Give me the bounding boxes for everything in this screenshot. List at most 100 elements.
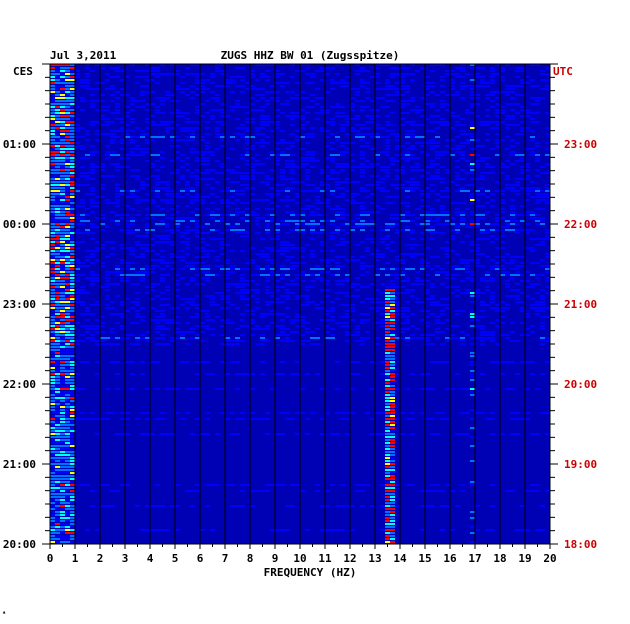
heatmap-cell xyxy=(320,319,325,321)
heatmap-cell xyxy=(95,301,100,303)
heatmap-cell xyxy=(340,208,345,210)
heatmap-cell xyxy=(380,322,385,324)
heatmap-cell xyxy=(90,490,95,492)
heatmap-cell xyxy=(425,178,430,180)
heatmap-cell xyxy=(535,208,540,210)
heatmap-cell xyxy=(105,289,110,291)
heatmap-cell xyxy=(265,304,270,306)
heatmap-cell xyxy=(395,307,400,309)
heatmap-cell xyxy=(335,178,340,180)
heatmap-cell xyxy=(350,127,355,129)
heatmap-cell xyxy=(500,226,505,228)
heatmap-cell xyxy=(120,121,125,123)
heatmap-cell xyxy=(230,202,235,204)
heatmap-cell xyxy=(180,154,185,156)
heatmap-cell xyxy=(400,85,405,87)
heatmap-cell xyxy=(265,247,270,249)
heatmap-cell xyxy=(55,415,60,417)
heatmap-cell xyxy=(135,298,140,300)
heatmap-cell xyxy=(525,529,530,531)
heatmap-cell xyxy=(205,178,210,180)
heatmap-cell xyxy=(205,268,210,270)
heatmap-cell xyxy=(545,190,550,192)
heatmap-cell xyxy=(330,301,335,303)
heatmap-cell xyxy=(195,484,200,486)
heatmap-cell xyxy=(430,490,435,492)
heatmap-cell xyxy=(525,271,530,273)
heatmap-cell xyxy=(470,343,475,345)
heatmap-cell xyxy=(450,70,455,72)
heatmap-cell xyxy=(70,442,75,444)
heatmap-cell xyxy=(365,184,370,186)
heatmap-cell xyxy=(265,268,270,270)
heatmap-cell xyxy=(145,268,150,270)
heatmap-cell xyxy=(55,112,60,114)
heatmap-cell xyxy=(115,205,120,207)
heatmap-cell xyxy=(85,220,90,222)
heatmap-cell xyxy=(200,529,205,531)
heatmap-cell xyxy=(540,295,545,297)
heatmap-cell xyxy=(235,211,240,213)
heatmap-cell xyxy=(165,181,170,183)
heatmap-cell xyxy=(70,94,75,96)
heatmap-cell xyxy=(50,64,55,66)
heatmap-cell xyxy=(95,250,100,252)
heatmap-cell xyxy=(245,151,250,153)
heatmap-cell xyxy=(475,505,480,507)
heatmap-cell xyxy=(540,307,545,309)
heatmap-cell xyxy=(270,217,275,219)
heatmap-cell xyxy=(435,193,440,195)
heatmap-cell xyxy=(455,226,460,228)
heatmap-cell xyxy=(300,190,305,192)
heatmap-cell xyxy=(250,289,255,291)
heatmap-cell xyxy=(240,85,245,87)
heatmap-cell xyxy=(415,142,420,144)
heatmap-cell xyxy=(325,529,330,531)
heatmap-cell xyxy=(225,214,230,216)
heatmap-cell xyxy=(225,259,230,261)
heatmap-cell xyxy=(335,412,340,414)
heatmap-cell xyxy=(520,220,525,222)
heatmap-cell xyxy=(490,172,495,174)
heatmap-cell xyxy=(70,502,75,504)
heatmap-cell xyxy=(380,256,385,258)
heatmap-cell xyxy=(325,73,330,75)
heatmap-cell xyxy=(50,484,55,486)
heatmap-cell xyxy=(305,175,310,177)
heatmap-cell xyxy=(100,322,105,324)
heatmap-cell xyxy=(395,256,400,258)
heatmap-cell xyxy=(385,319,390,321)
heatmap-cell xyxy=(280,169,285,171)
heatmap-cell xyxy=(535,142,540,144)
heatmap-cell xyxy=(75,265,80,267)
heatmap-cell xyxy=(365,298,370,300)
heatmap-cell xyxy=(125,262,130,264)
heatmap-cell xyxy=(335,322,340,324)
heatmap-cell xyxy=(510,154,515,156)
heatmap-cell xyxy=(520,418,525,420)
heatmap-cell xyxy=(275,433,280,435)
heatmap-cell xyxy=(260,172,265,174)
heatmap-cell xyxy=(285,241,290,243)
heatmap-cell xyxy=(70,415,75,417)
heatmap-cell xyxy=(65,124,70,126)
heatmap-cell xyxy=(75,124,80,126)
heatmap-cell xyxy=(255,94,260,96)
heatmap-cell xyxy=(70,181,75,183)
heatmap-cell xyxy=(380,229,385,231)
heatmap-cell xyxy=(115,163,120,165)
heatmap-cell xyxy=(415,217,420,219)
heatmap-cell xyxy=(130,229,135,231)
heatmap-cell xyxy=(470,214,475,216)
heatmap-cell xyxy=(490,433,495,435)
heatmap-cell xyxy=(145,160,150,162)
heatmap-cell xyxy=(55,448,60,450)
heatmap-cell xyxy=(335,196,340,198)
heatmap-cell xyxy=(250,280,255,282)
heatmap-cell xyxy=(410,145,415,147)
heatmap-cell xyxy=(380,238,385,240)
heatmap-cell xyxy=(525,388,530,390)
heatmap-cell xyxy=(225,199,230,201)
heatmap-cell xyxy=(485,190,490,192)
heatmap-cell xyxy=(150,298,155,300)
